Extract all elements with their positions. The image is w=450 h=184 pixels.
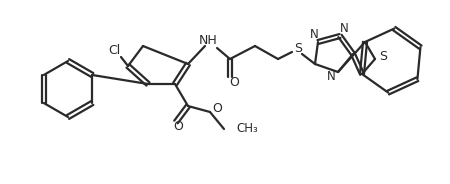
Text: CH₃: CH₃ bbox=[236, 123, 258, 135]
Text: O: O bbox=[229, 75, 239, 89]
Text: N: N bbox=[327, 70, 335, 84]
Text: S: S bbox=[379, 50, 387, 63]
Text: N: N bbox=[340, 22, 348, 36]
Text: NH: NH bbox=[198, 35, 217, 47]
Text: S: S bbox=[294, 43, 302, 56]
Text: N: N bbox=[310, 29, 319, 42]
Text: O: O bbox=[212, 102, 222, 116]
Text: Cl: Cl bbox=[108, 43, 120, 56]
Text: O: O bbox=[173, 121, 183, 134]
